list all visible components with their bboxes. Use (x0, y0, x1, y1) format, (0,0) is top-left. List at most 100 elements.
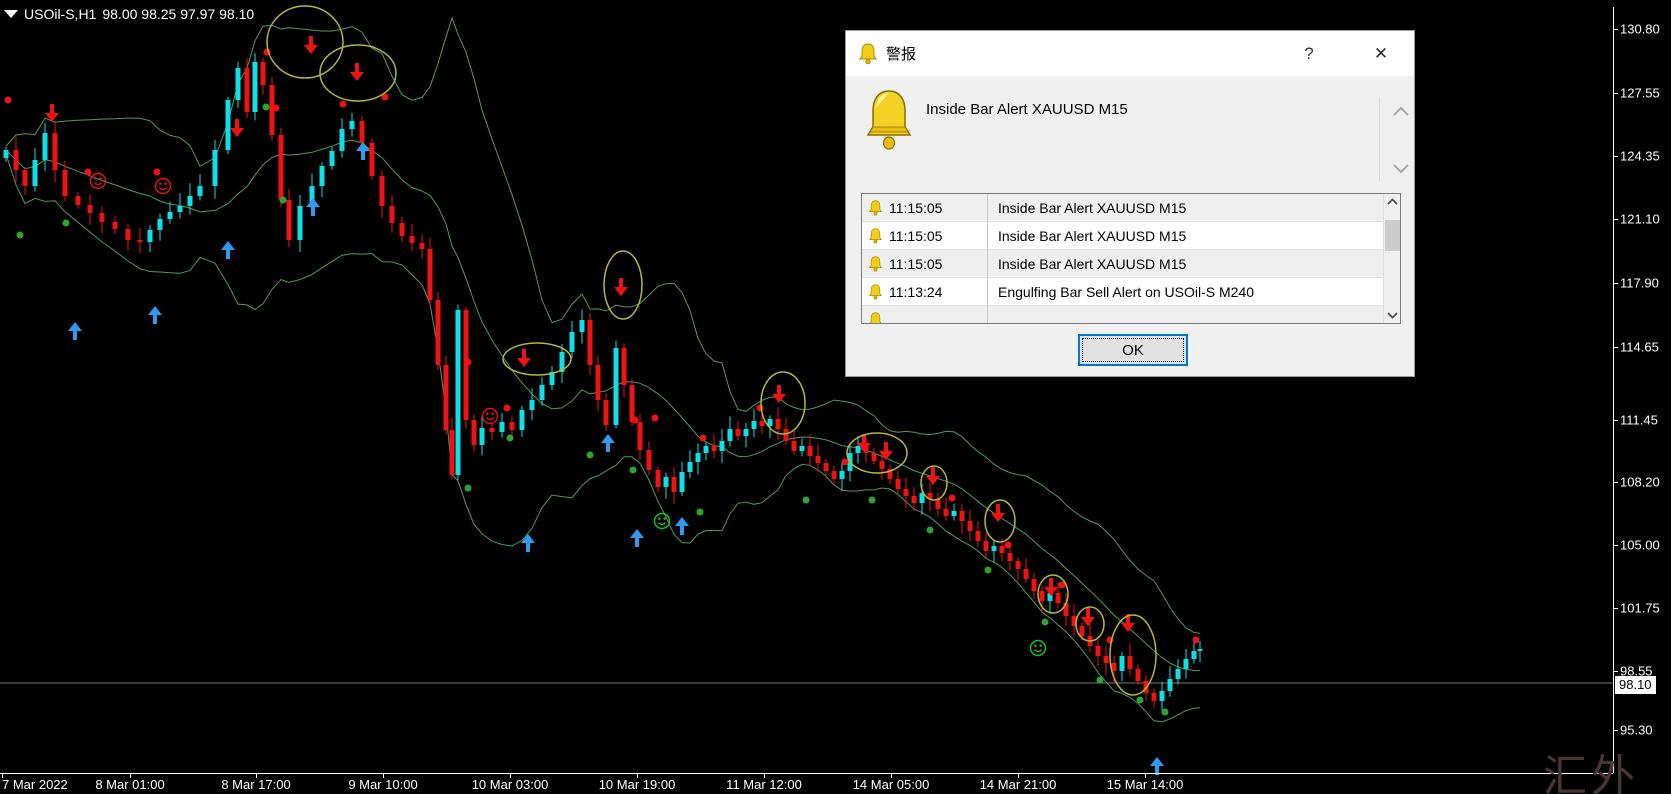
sell-arrow-icon (857, 434, 871, 452)
message-scroll-down-icon[interactable] (1384, 159, 1409, 175)
green-dot-marker (629, 466, 637, 474)
price-tick (1613, 156, 1618, 157)
price-tick (1613, 420, 1618, 421)
green-dot-marker (262, 103, 270, 111)
green-dot-marker (62, 219, 70, 227)
price-tick-label: 105.00 (1620, 537, 1660, 553)
price-tick-label: 114.65 (1620, 339, 1659, 355)
signal-circle (319, 44, 397, 102)
buy-arrow-icon (148, 306, 162, 324)
time-tick (1145, 773, 1146, 778)
chart-dropdown-icon[interactable] (4, 10, 18, 18)
ok-button[interactable]: OK (1078, 334, 1188, 366)
red-dot-marker (948, 494, 956, 502)
time-tick-label: 15 Mar 14:00 (1106, 777, 1184, 792)
green-dot-marker (926, 526, 934, 534)
price-tick (1613, 93, 1618, 94)
alert-row[interactable]: 11:15:05 Inside Bar Alert XAUUSD M15 (862, 194, 1383, 222)
time-tick-label: 10 Mar 03:00 (471, 777, 549, 792)
price-tick (1613, 730, 1618, 731)
price-tick (1613, 545, 1618, 546)
alert-row[interactable] (862, 306, 1383, 323)
sell-arrow-icon (926, 467, 940, 485)
time-tick-label: 7 Mar 2022 (2, 777, 68, 792)
scroll-down-icon[interactable] (1384, 306, 1400, 323)
green-dot-marker (696, 508, 704, 516)
help-button[interactable]: ? (1294, 31, 1324, 76)
red-dot-marker (631, 416, 639, 424)
green-dot-marker (1136, 696, 1144, 704)
ohlc-readout: 98.00 98.25 97.97 98.10 (102, 6, 255, 22)
price-tick-label: 121.10 (1620, 211, 1660, 227)
list-scrollbar[interactable] (1383, 194, 1400, 323)
time-tick-label: 10 Mar 19:00 (598, 777, 676, 792)
time-tick (383, 773, 384, 778)
alert-time: 11:15:05 (889, 227, 943, 244)
time-tick-label: 11 Mar 12:00 (726, 777, 802, 792)
green-dot-marker (16, 231, 24, 239)
price-tick-label: 95.30 (1620, 722, 1653, 738)
scroll-up-icon[interactable] (1384, 194, 1400, 211)
signal-circle (846, 432, 908, 474)
price-tick-label: 124.35 (1620, 148, 1660, 164)
price-tick (1613, 219, 1618, 220)
list-column-separator (987, 194, 988, 323)
signal-circle (760, 371, 806, 435)
green-dot-marker (464, 484, 472, 492)
red-dot-marker (1058, 581, 1066, 589)
alert-text: Inside Bar Alert XAUUSD M15 (998, 255, 1187, 272)
price-tick-label: 108.20 (1620, 474, 1660, 490)
time-tick (130, 773, 131, 778)
chart-title: USOil-S,H1 98.00 98.25 97.97 98.10 (4, 6, 254, 22)
alert-text: Inside Bar Alert XAUUSD M15 (998, 199, 1187, 216)
dialog-titlebar[interactable]: 警报 ? ✕ (846, 31, 1414, 76)
bollinger-band (5, 139, 1201, 672)
current-price-box: 98.10 (1615, 676, 1656, 694)
buy-arrow-icon (675, 517, 689, 535)
green-dot-marker (1041, 618, 1049, 626)
alert-row[interactable]: 11:13:24 Engulfing Bar Sell Alert on USO… (862, 278, 1383, 306)
message-scroll-separator (1379, 97, 1380, 181)
bell-icon (859, 42, 877, 64)
close-icon[interactable]: ✕ (1358, 31, 1404, 76)
scrollbar-thumb[interactable] (1385, 220, 1400, 251)
symbol-period: USOil-S,H1 (24, 6, 97, 22)
time-tick (891, 773, 892, 778)
alert-row[interactable]: 11:15:05 Inside Bar Alert XAUUSD M15 (862, 250, 1383, 278)
signal-circle (1109, 614, 1157, 696)
signal-circle (984, 499, 1016, 543)
sell-arrow-icon (879, 442, 893, 460)
sell-arrow-icon (304, 36, 318, 54)
time-tick-label: 14 Mar 05:00 (852, 777, 930, 792)
sell-arrow-icon (1044, 578, 1058, 596)
dialog-title: 警报 (886, 46, 917, 63)
red-dot-marker (841, 458, 849, 466)
price-tick (1613, 608, 1618, 609)
green-dot-marker (1096, 676, 1104, 684)
price-tick-label: 111.45 (1620, 412, 1658, 428)
red-dot-marker (756, 404, 764, 412)
alert-list[interactable]: 11:15:05 Inside Bar Alert XAUUSD M15 11:… (861, 193, 1401, 324)
time-tick-label: 8 Mar 01:00 (95, 777, 165, 792)
alert-time: 11:15:05 (889, 199, 943, 216)
chart-frame-bottom (0, 773, 1613, 774)
message-scroll-up-icon[interactable] (1384, 103, 1409, 119)
sell-arrow-icon (45, 104, 59, 122)
time-tick (637, 773, 638, 778)
red-dot-marker (464, 358, 472, 366)
green-dot-marker (279, 196, 287, 204)
buy-arrow-icon (630, 529, 644, 547)
signal-circle (1037, 574, 1069, 614)
bell-icon (869, 199, 882, 215)
red-dot-marker (381, 93, 389, 101)
red-dot-marker (4, 96, 12, 104)
alert-row[interactable]: 11:15:05 Inside Bar Alert XAUUSD M15 (862, 222, 1383, 250)
sell-arrow-icon (1121, 614, 1135, 632)
time-tick (510, 773, 511, 778)
smiley-marker (154, 177, 172, 195)
chart-frame-right (1613, 7, 1614, 773)
smiley-marker (89, 172, 107, 190)
red-dot-marker (84, 168, 92, 176)
